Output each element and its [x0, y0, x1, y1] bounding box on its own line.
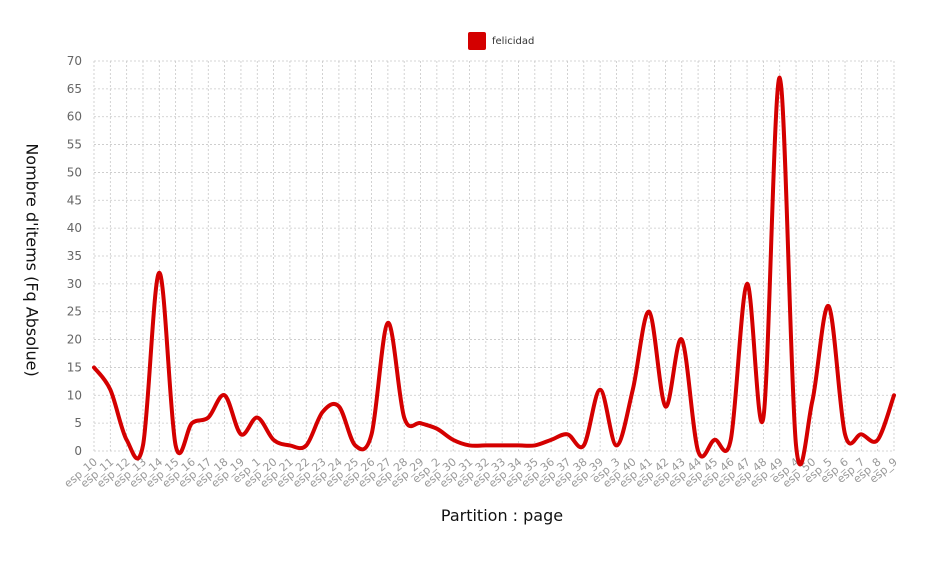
data-point[interactable]	[125, 438, 129, 442]
data-point[interactable]	[190, 421, 194, 425]
data-point[interactable]	[582, 443, 586, 447]
data-point[interactable]	[729, 438, 733, 442]
data-point[interactable]	[435, 427, 439, 431]
y-tick-label: 40	[67, 221, 82, 235]
data-point[interactable]	[761, 416, 765, 420]
y-tick-label: 70	[67, 54, 82, 68]
y-tick-label: 25	[67, 305, 82, 319]
data-point[interactable]	[500, 443, 504, 447]
data-point[interactable]	[402, 416, 406, 420]
y-tick-label: 20	[67, 333, 82, 347]
data-point[interactable]	[419, 421, 423, 425]
data-point[interactable]	[484, 443, 488, 447]
data-point[interactable]	[680, 338, 684, 342]
data-point[interactable]	[288, 443, 292, 447]
data-point[interactable]	[810, 399, 814, 403]
y-tick-label: 10	[67, 388, 82, 402]
y-tick-label: 50	[67, 165, 82, 179]
data-point[interactable]	[239, 432, 243, 436]
x-axis-ticks: esp_10esp_11esp_12esp_13esp_14esp_15esp_…	[62, 455, 900, 490]
series-line-felicidad	[92, 75, 896, 467]
data-point[interactable]	[631, 388, 635, 392]
data-point[interactable]	[157, 271, 161, 275]
data-point[interactable]	[304, 443, 308, 447]
legend-label-felicidad: felicidad	[492, 35, 535, 47]
data-point[interactable]	[92, 365, 96, 369]
y-tick-label: 0	[74, 444, 82, 458]
data-point[interactable]	[516, 443, 520, 447]
data-point[interactable]	[141, 443, 145, 447]
data-point[interactable]	[859, 432, 863, 436]
data-point[interactable]	[108, 388, 112, 392]
y-tick-label: 5	[74, 416, 82, 430]
data-point[interactable]	[745, 282, 749, 286]
y-axis-ticks: 0 5 10 15 20 25 30 35 40 45 50 55 60 65 70	[67, 54, 82, 458]
data-point[interactable]	[272, 438, 276, 442]
data-point[interactable]	[386, 321, 390, 325]
data-point[interactable]	[843, 432, 847, 436]
data-point[interactable]	[876, 438, 880, 442]
y-tick-label: 55	[67, 138, 82, 152]
x-axis-title: Partition : page	[440, 506, 564, 525]
data-point[interactable]	[778, 76, 782, 80]
y-tick-label: 30	[67, 277, 82, 291]
legend[interactable]: felicidad	[468, 32, 534, 50]
data-point[interactable]	[223, 393, 227, 397]
data-point[interactable]	[321, 410, 325, 414]
y-tick-label: 60	[67, 110, 82, 124]
data-point[interactable]	[892, 393, 896, 397]
data-point[interactable]	[337, 404, 341, 408]
y-tick-label: 65	[67, 82, 82, 96]
data-point[interactable]	[533, 443, 537, 447]
data-point[interactable]	[614, 443, 618, 447]
data-point[interactable]	[174, 443, 178, 447]
y-tick-label: 15	[67, 360, 82, 374]
data-point[interactable]	[206, 416, 210, 420]
data-point[interactable]	[827, 304, 831, 308]
data-point[interactable]	[598, 388, 602, 392]
y-axis-title: Nombre d'items (Fq Absolue)	[22, 143, 42, 377]
data-point[interactable]	[712, 438, 716, 442]
data-point[interactable]	[647, 310, 651, 314]
data-point[interactable]	[370, 432, 374, 436]
data-point[interactable]	[565, 432, 569, 436]
y-tick-label: 35	[67, 249, 82, 263]
data-point[interactable]	[255, 416, 259, 420]
data-point[interactable]	[468, 443, 472, 447]
data-point[interactable]	[549, 438, 553, 442]
legend-swatch-felicidad	[468, 32, 486, 50]
series-lines	[92, 75, 896, 467]
data-point[interactable]	[353, 443, 357, 447]
data-point[interactable]	[696, 449, 700, 453]
data-point[interactable]	[663, 404, 667, 408]
y-tick-label: 45	[67, 193, 82, 207]
data-point[interactable]	[794, 443, 798, 447]
data-point[interactable]	[451, 438, 455, 442]
